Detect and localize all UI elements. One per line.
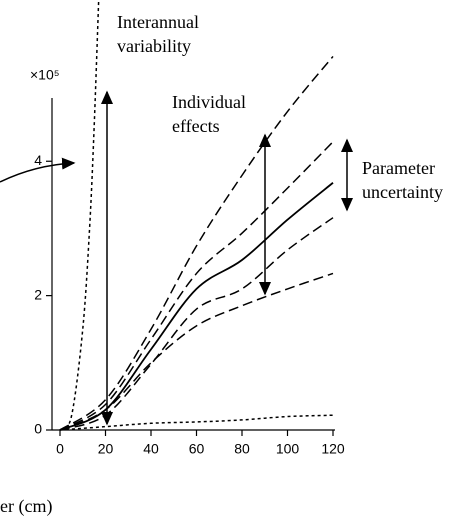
annotation: uncertainty xyxy=(362,182,443,202)
y-tick-label: 4 xyxy=(34,152,42,168)
y-multiplier: ×10⁵ xyxy=(30,67,60,83)
annotation: Individual xyxy=(172,92,246,112)
x-tick-label: 80 xyxy=(234,441,250,457)
pointer-arrow xyxy=(0,157,76,183)
x-tick-label: 20 xyxy=(98,441,114,457)
series-line xyxy=(59,141,334,431)
x-tick-label: 40 xyxy=(143,441,159,457)
x-tick-label: 100 xyxy=(276,441,300,457)
x-tick-label: 60 xyxy=(189,441,205,457)
y-tick-label: 0 xyxy=(34,421,42,437)
axes xyxy=(51,98,335,431)
y-tick-label: 2 xyxy=(34,286,42,302)
annotation: Parameter xyxy=(362,158,435,178)
annotation: variability xyxy=(117,36,191,56)
series-line xyxy=(59,55,334,431)
annotation: effects xyxy=(172,116,220,136)
x-axis-label: er (cm) xyxy=(0,496,52,517)
x-tick-label: 0 xyxy=(56,441,64,457)
series-line xyxy=(59,272,334,431)
series-line xyxy=(59,414,334,431)
x-tick-label: 120 xyxy=(321,441,345,457)
series-line xyxy=(59,0,100,431)
annotation: Interannual xyxy=(117,12,199,32)
series-line xyxy=(59,217,334,431)
series-line xyxy=(59,182,334,431)
arrows xyxy=(0,90,353,426)
